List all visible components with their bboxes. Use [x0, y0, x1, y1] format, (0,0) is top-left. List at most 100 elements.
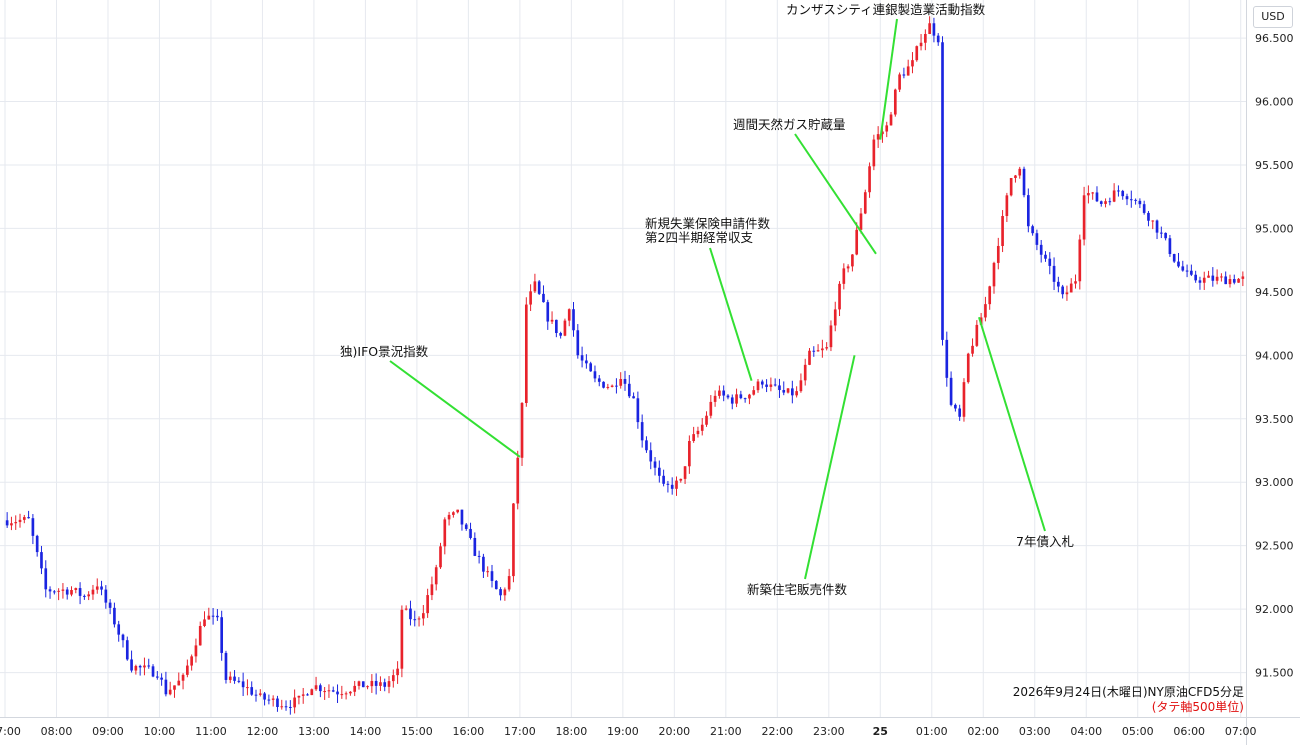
x-tick-label: 17:00	[504, 725, 536, 738]
candle-body	[464, 524, 468, 529]
candle-body	[155, 676, 159, 678]
annotation-line	[879, 18, 898, 140]
candle-body	[1164, 232, 1167, 239]
candle-body	[447, 514, 451, 520]
y-tick-label: 91.500	[1255, 667, 1294, 680]
candle-body	[323, 691, 326, 693]
x-tick-label: 13:00	[298, 725, 330, 738]
candle-body	[876, 134, 880, 140]
candle-body	[872, 139, 876, 167]
candle-body	[1147, 212, 1150, 221]
candle-body	[361, 681, 365, 688]
time-axis: 07:00 08:00 09:00 10:00 11:00 12:00 13:00 14:00…	[0, 725, 1257, 738]
candle-body	[1237, 278, 1240, 283]
candle-body	[782, 390, 786, 393]
candle-body	[1160, 232, 1163, 234]
candle-body	[349, 691, 352, 694]
candle-body	[627, 383, 631, 397]
candle-body	[1087, 193, 1090, 196]
candle-body	[254, 694, 258, 696]
candle-body	[971, 345, 974, 354]
candle-body	[297, 695, 301, 698]
candle-body	[1104, 201, 1107, 204]
candle-body	[503, 589, 507, 596]
candle-body	[1014, 175, 1017, 179]
candle-body	[276, 698, 279, 708]
candle-body	[366, 686, 369, 688]
candle-body	[430, 584, 434, 596]
candle-body	[1095, 192, 1099, 202]
x-tick-label: 07:00	[0, 725, 21, 738]
y-tick-label: 95.000	[1255, 222, 1294, 235]
candle-body	[821, 348, 824, 351]
candle-body	[1194, 274, 1197, 281]
candle-body	[203, 619, 206, 626]
candle-body	[833, 309, 837, 326]
candle-body	[53, 591, 56, 593]
candle-body	[409, 608, 412, 620]
y-tick-label: 96.500	[1255, 32, 1294, 45]
candle-body	[439, 546, 442, 568]
candle-body	[524, 304, 528, 403]
candle-body	[1129, 199, 1133, 201]
candle-body	[241, 681, 245, 688]
candle-body	[597, 378, 601, 382]
candle-body	[138, 665, 142, 668]
candle-body	[108, 602, 112, 608]
candle-body	[984, 304, 987, 318]
candle-body	[233, 676, 236, 681]
candle-body	[181, 674, 185, 681]
candle-body	[1074, 281, 1077, 284]
candle-body	[319, 685, 322, 692]
currency-label[interactable]: USD	[1253, 6, 1293, 28]
x-tick-label: 23:00	[813, 725, 845, 738]
candle-body	[130, 659, 133, 671]
candle-body	[756, 381, 760, 391]
candle-body	[730, 397, 734, 404]
candle-body	[5, 520, 9, 526]
candle-body	[434, 567, 438, 585]
candle-body	[602, 381, 605, 388]
candle-body	[1091, 192, 1095, 194]
candle-body	[893, 89, 897, 115]
candle-body	[400, 609, 404, 669]
chart-caption: 2026年9月24日(木曜日)NY原油CFD5分足	[1012, 685, 1244, 699]
candle-body	[1069, 283, 1073, 293]
candle-body	[769, 384, 773, 387]
candle-body	[250, 687, 254, 695]
candle-body	[1181, 266, 1185, 271]
candle-body	[220, 617, 224, 653]
candle-body	[773, 384, 777, 386]
candle-body	[1125, 196, 1129, 200]
candle-body	[379, 682, 382, 686]
y-tick-label: 96.000	[1255, 96, 1294, 109]
candle-body	[426, 595, 429, 614]
candle-body	[293, 697, 296, 708]
candle-body	[207, 615, 211, 620]
candle-body	[113, 607, 116, 625]
candle-body	[808, 350, 811, 365]
candle-body	[542, 293, 545, 303]
candle-body	[422, 613, 425, 619]
candle-body	[846, 266, 850, 269]
x-tick-label: 12:00	[247, 725, 279, 738]
candle-body	[520, 402, 524, 458]
candle-body	[211, 615, 215, 617]
candle-body	[1228, 279, 1232, 285]
candle-body	[928, 23, 931, 34]
candle-body	[473, 537, 477, 556]
candle-body	[619, 378, 623, 386]
candle-body	[919, 42, 923, 47]
candle-body	[640, 422, 644, 441]
x-tick-label: 20:00	[658, 725, 690, 738]
candle-body	[151, 666, 155, 677]
candle-body	[988, 286, 992, 305]
candle-body	[173, 685, 176, 690]
candle-body	[147, 665, 151, 667]
candle-body	[14, 522, 18, 524]
candle-body	[752, 390, 756, 395]
candle-body	[177, 680, 181, 686]
y-tick-label: 93.000	[1255, 476, 1294, 489]
x-tick-label: 07:00	[1225, 725, 1257, 738]
y-tick-label: 93.500	[1255, 413, 1294, 426]
